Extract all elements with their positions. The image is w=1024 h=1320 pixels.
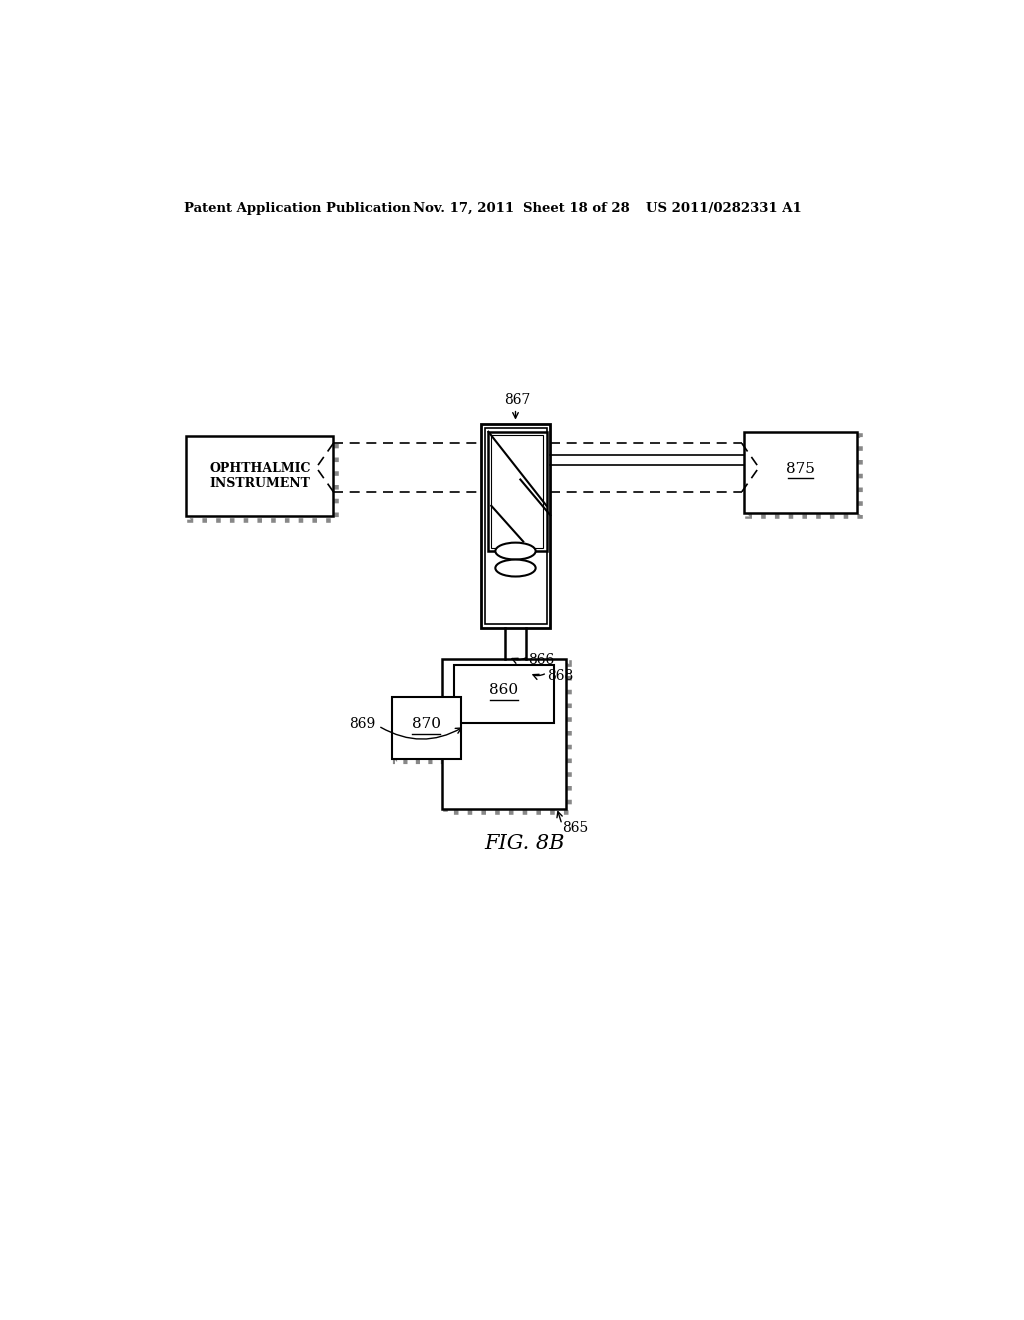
Bar [442,659,566,809]
Bar [748,434,859,516]
Ellipse shape [496,560,536,577]
Text: INSTRUMENT: INSTRUMENT [209,478,310,490]
Bar [454,665,554,723]
Bar [445,663,569,812]
Bar [744,432,856,512]
Text: 866: 866 [528,653,555,668]
Text: 867: 867 [504,393,530,407]
Text: 868: 868 [547,669,573,682]
Bar [186,436,334,516]
Text: Sheet 18 of 28: Sheet 18 of 28 [523,202,630,215]
Bar [394,701,464,762]
Text: US 2011/0282331 A1: US 2011/0282331 A1 [646,202,802,215]
Text: OPHTHALMIC: OPHTHALMIC [209,462,310,475]
Bar [492,434,544,548]
Text: 865: 865 [562,821,588,836]
Bar [457,668,557,726]
Bar [480,424,550,628]
Text: 860: 860 [489,682,518,697]
Text: FIG. 8B: FIG. 8B [484,834,565,853]
Bar [488,432,547,552]
Text: 875: 875 [785,462,815,477]
Bar [391,697,461,759]
Bar [189,438,337,520]
Text: Nov. 17, 2011: Nov. 17, 2011 [414,202,514,215]
Text: Patent Application Publication: Patent Application Publication [183,202,411,215]
Bar [484,428,547,624]
Text: 869: 869 [349,717,375,731]
Text: 870: 870 [412,717,441,731]
Ellipse shape [496,543,536,560]
